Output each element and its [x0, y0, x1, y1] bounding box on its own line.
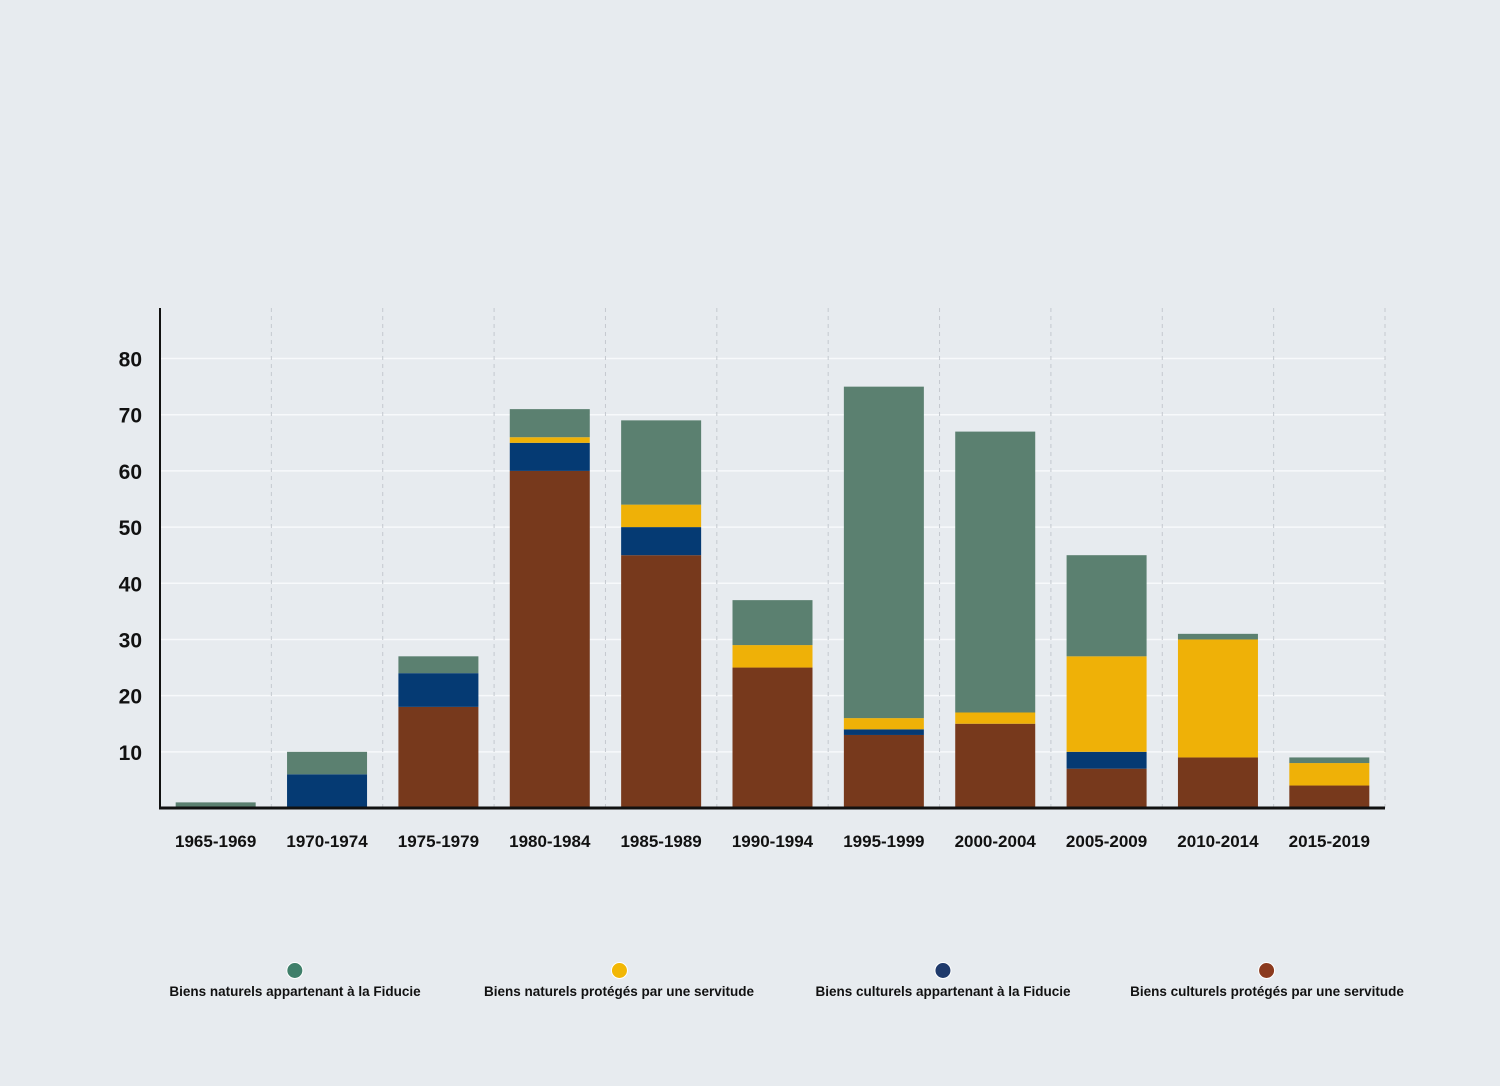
legend-label: Biens naturels appartenant à la Fiducie: [169, 984, 421, 999]
bar-segment: [287, 751, 368, 775]
bar-segment: [955, 431, 1036, 713]
x-tick-label: 1985-1989: [620, 832, 701, 851]
y-tick-label: 50: [119, 517, 142, 540]
bar-segment: [1177, 633, 1258, 640]
x-tick-label: 2010-2014: [1177, 832, 1259, 851]
bar-segment: [843, 734, 924, 808]
y-tick-label: 60: [119, 461, 142, 484]
bar-segment: [509, 442, 590, 471]
bar-segment: [621, 420, 702, 505]
bar-segment: [843, 386, 924, 719]
x-tick-label: 2005-2009: [1066, 832, 1147, 851]
legend-item: Biens culturels protégés par une servitu…: [1130, 962, 1404, 999]
bar-segment: [1177, 639, 1258, 758]
legend-swatch: [286, 962, 304, 979]
legend-swatch: [934, 962, 952, 979]
bar-segment: [398, 706, 479, 808]
bar-segment: [955, 723, 1036, 808]
x-tick-label: 1965-1969: [175, 832, 256, 851]
bar-segment: [732, 600, 813, 646]
y-tick-label: 10: [119, 742, 142, 765]
bar-segment: [1066, 751, 1147, 769]
x-tick-label: 2000-2004: [955, 832, 1037, 851]
y-tick-label: 20: [119, 686, 142, 709]
bar-segment: [1066, 656, 1147, 752]
bar-segment: [509, 437, 590, 443]
legend-label: Biens culturels protégés par une servitu…: [1130, 984, 1404, 999]
bar-segment: [1177, 757, 1258, 808]
x-tick-label: 1970-1974: [286, 832, 368, 851]
x-tick-label: 2015-2019: [1289, 832, 1370, 851]
bar-segment: [1289, 757, 1370, 764]
bar-segment: [287, 774, 368, 808]
bar-segment: [1289, 763, 1370, 786]
x-tick-label: 1980-1984: [509, 832, 591, 851]
bar-segment: [1289, 785, 1370, 808]
legend-item: Biens naturels appartenant à la Fiducie: [169, 962, 421, 999]
y-tick-label: 30: [119, 629, 142, 652]
bar-segment: [1066, 555, 1147, 657]
bar-segment: [732, 667, 813, 808]
bar-segment: [955, 712, 1036, 724]
bar-segment: [621, 504, 702, 528]
bar-segment: [732, 645, 813, 668]
bar-segment: [509, 470, 590, 808]
y-tick-label: 70: [119, 405, 142, 428]
x-tick-label: 1990-1994: [732, 832, 814, 851]
legend-swatch: [610, 962, 628, 979]
bar-segment: [1066, 768, 1147, 808]
bar-segment: [509, 409, 590, 438]
bar-segment: [398, 673, 479, 707]
legend-label: Biens naturels protégés par une servitud…: [483, 984, 755, 999]
legend-label: Biens culturels appartenant à la Fiducie: [815, 984, 1071, 999]
y-tick-label: 40: [119, 573, 142, 596]
bar-segment: [843, 729, 924, 735]
legend-swatch: [1258, 962, 1276, 979]
legend-item: Biens culturels appartenant à la Fiducie: [815, 962, 1071, 999]
x-tick-label: 1995-1999: [843, 832, 924, 851]
y-tick-label: 80: [119, 349, 142, 372]
bar-segment: [621, 555, 702, 808]
bar-segment: [843, 718, 924, 730]
bar-segment: [398, 656, 479, 674]
x-tick-label: 1975-1979: [398, 832, 479, 851]
legend-item: Biens naturels protégés par une servitud…: [484, 962, 754, 999]
bar-segment: [621, 527, 702, 556]
bar-segment: [175, 802, 256, 808]
